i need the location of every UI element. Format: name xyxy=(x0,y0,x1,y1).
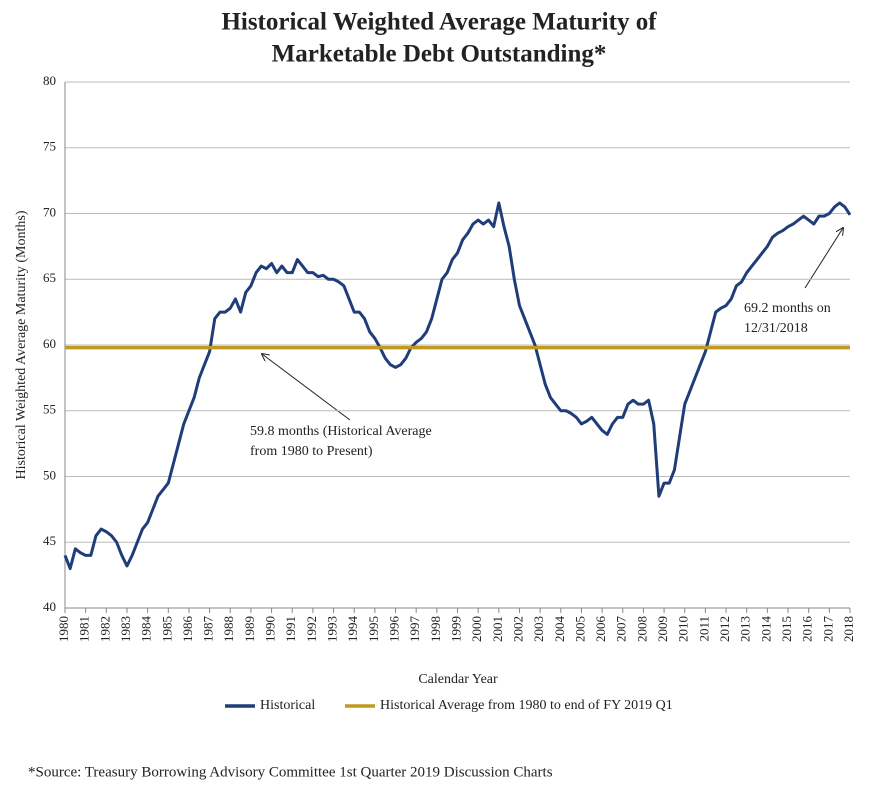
y-tick-label: 65 xyxy=(43,270,56,285)
x-tick-label: 2003 xyxy=(531,616,546,642)
x-axis-label: Calendar Year xyxy=(418,672,498,687)
x-tick-label: 2000 xyxy=(469,616,484,642)
x-tick-label: 1997 xyxy=(407,616,422,643)
y-tick-label: 75 xyxy=(43,139,56,154)
x-tick-label: 2011 xyxy=(696,616,711,642)
y-axis-label: Historical Weighted Average Maturity (Mo… xyxy=(14,210,29,479)
x-tick-label: 1983 xyxy=(118,616,133,642)
annotation: 69.2 months on xyxy=(744,301,831,316)
x-tick-label: 1993 xyxy=(325,616,340,642)
chart-title: Marketable Debt Outstanding* xyxy=(272,41,607,68)
x-tick-label: 1980 xyxy=(56,616,71,642)
x-tick-label: 2017 xyxy=(820,616,835,643)
x-tick-label: 1994 xyxy=(345,616,360,643)
annotation-arrow xyxy=(262,354,351,421)
legend-label: Historical Average from 1980 to end of F… xyxy=(380,698,673,713)
x-tick-label: 2012 xyxy=(717,616,732,642)
x-tick-label: 2018 xyxy=(841,616,856,642)
annotation: from 1980 to Present) xyxy=(250,444,373,459)
x-tick-label: 2008 xyxy=(634,616,649,642)
series-line xyxy=(63,201,852,571)
y-tick-label: 55 xyxy=(43,402,56,417)
footnote: *Source: Treasury Borrowing Advisory Com… xyxy=(28,764,553,780)
x-tick-label: 1989 xyxy=(242,616,257,642)
x-tick-label: 2013 xyxy=(738,616,753,642)
y-axis-label-prefix: Historical xyxy=(14,424,29,479)
x-tick-label: 1990 xyxy=(263,616,278,642)
x-tick-label: 2014 xyxy=(758,616,773,643)
x-tick-label: 1999 xyxy=(448,616,463,642)
annotation: 59.8 months (Historical Average xyxy=(250,424,432,439)
x-tick-label: 1998 xyxy=(428,616,443,642)
x-tick-label: 1995 xyxy=(366,616,381,642)
y-tick-label: 70 xyxy=(43,204,56,219)
x-tick-label: 2015 xyxy=(779,616,794,642)
y-tick-label: 60 xyxy=(43,336,56,351)
x-tick-label: 1986 xyxy=(180,616,195,643)
x-tick-label: 1988 xyxy=(221,616,236,642)
x-tick-label: 1992 xyxy=(304,616,319,642)
y-tick-label: 80 xyxy=(43,73,56,88)
legend-label: Historical xyxy=(260,698,315,713)
x-tick-label: 1991 xyxy=(283,616,298,642)
x-tick-label: 1996 xyxy=(387,616,402,643)
x-tick-label: 2016 xyxy=(800,616,815,643)
y-tick-label: 40 xyxy=(43,599,56,614)
x-tick-label: 2005 xyxy=(572,616,587,642)
x-tick-label: 1987 xyxy=(201,616,216,643)
y-tick-label: 45 xyxy=(43,533,56,548)
annotation: 12/31/2018 xyxy=(744,321,808,336)
x-tick-label: 1985 xyxy=(159,616,174,642)
x-tick-label: 2007 xyxy=(614,616,629,643)
x-tick-label: 2004 xyxy=(552,616,567,643)
x-tick-label: 2006 xyxy=(593,616,608,643)
x-tick-label: 2001 xyxy=(490,616,505,642)
x-tick-label: 2002 xyxy=(510,616,525,642)
y-axis-label-main: Weighted Average Maturity (Months) xyxy=(14,210,29,421)
annotation-arrow xyxy=(804,228,843,289)
x-tick-label: 2009 xyxy=(655,616,670,642)
y-tick-label: 50 xyxy=(43,467,56,482)
x-tick-label: 1981 xyxy=(77,616,92,642)
x-tick-label: 2010 xyxy=(676,616,691,642)
x-tick-label: 1982 xyxy=(97,616,112,642)
chart-title: Historical Weighted Average Maturity of xyxy=(221,9,657,36)
x-tick-label: 1984 xyxy=(139,616,154,643)
